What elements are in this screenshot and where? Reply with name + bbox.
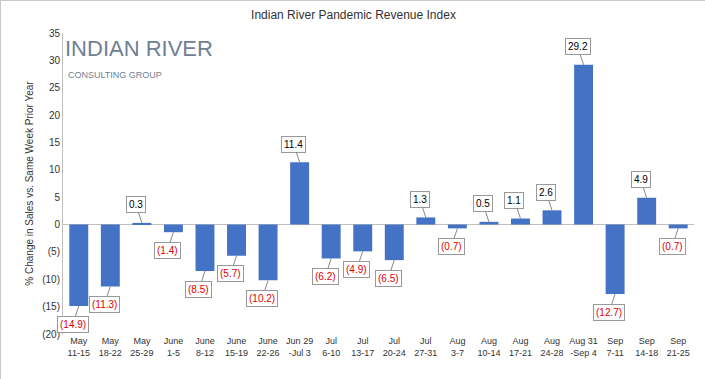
svg-text:(20): (20) <box>42 329 60 340</box>
svg-text:May11-15: May11-15 <box>68 336 90 358</box>
svg-text:Jul6-10: Jul6-10 <box>322 336 340 358</box>
svg-text:Indian River Pandemic Revenue: Indian River Pandemic Revenue Index <box>251 8 456 22</box>
svg-text:25: 25 <box>49 82 61 93</box>
svg-text:Sep7-11: Sep7-11 <box>606 336 623 358</box>
svg-text:Jul27-31: Jul27-31 <box>414 336 437 358</box>
svg-text:June1-5: June1-5 <box>164 336 184 358</box>
svg-text:1.1: 1.1 <box>507 195 521 206</box>
svg-text:(15): (15) <box>42 301 60 312</box>
svg-text:1.3: 1.3 <box>413 194 427 205</box>
svg-text:May18-22: May18-22 <box>99 336 122 358</box>
svg-text:(6.5): (6.5) <box>378 273 399 284</box>
svg-text:(5.7): (5.7) <box>220 268 241 279</box>
svg-text:Sep14-18: Sep14-18 <box>635 336 658 358</box>
svg-text:CONSULTING GROUP: CONSULTING GROUP <box>68 70 162 80</box>
svg-text:20: 20 <box>49 110 61 121</box>
svg-text:Aug17-21: Aug17-21 <box>509 336 532 358</box>
svg-text:June22-26: June22-26 <box>257 336 280 358</box>
svg-text:0.5: 0.5 <box>476 198 490 209</box>
svg-text:(10): (10) <box>42 274 60 285</box>
svg-text:Aug3-7: Aug3-7 <box>449 336 465 358</box>
svg-text:10: 10 <box>49 164 61 175</box>
svg-text:(1.4): (1.4) <box>157 245 178 256</box>
svg-text:Sep21-25: Sep21-25 <box>667 336 690 358</box>
svg-text:Aug24-28: Aug24-28 <box>541 336 564 358</box>
svg-text:Jun 29-Jul 3: Jun 29-Jul 3 <box>286 336 313 358</box>
svg-text:(6.2): (6.2) <box>315 271 336 282</box>
svg-text:Aug10-14: Aug10-14 <box>477 336 500 358</box>
svg-text:4.9: 4.9 <box>634 174 648 185</box>
svg-text:Jul20-24: Jul20-24 <box>383 336 406 358</box>
svg-text:(12.7): (12.7) <box>596 307 622 318</box>
svg-text:15: 15 <box>49 137 61 148</box>
svg-text:35: 35 <box>49 28 61 39</box>
svg-text:(4.9): (4.9) <box>346 264 367 275</box>
svg-text:June8-12: June8-12 <box>195 336 215 358</box>
svg-text:(5): (5) <box>48 246 60 257</box>
svg-text:May25-29: May25-29 <box>130 336 153 358</box>
svg-text:(14.9): (14.9) <box>60 319 86 330</box>
svg-text:June15-19: June15-19 <box>225 336 248 358</box>
svg-text:Jul13-17: Jul13-17 <box>351 336 374 358</box>
svg-text:0.3: 0.3 <box>129 199 143 210</box>
svg-text:(10.2): (10.2) <box>249 293 275 304</box>
svg-text:29.2: 29.2 <box>568 41 588 52</box>
svg-text:0: 0 <box>54 219 60 230</box>
svg-text:5: 5 <box>54 192 60 203</box>
svg-text:INDIAN RIVER: INDIAN RIVER <box>65 36 213 61</box>
svg-text:(0.7): (0.7) <box>662 241 683 252</box>
svg-text:% Change in Sales vs. Same Wee: % Change in Sales vs. Same Week Prior Ye… <box>24 81 35 286</box>
svg-text:(0.7): (0.7) <box>441 241 462 252</box>
svg-text:(8.5): (8.5) <box>188 284 209 295</box>
svg-text:2.6: 2.6 <box>539 187 553 198</box>
svg-text:(11.3): (11.3) <box>92 299 117 310</box>
svg-text:11.4: 11.4 <box>284 139 303 150</box>
svg-text:30: 30 <box>49 55 61 66</box>
svg-text:Aug 31-Sep 4: Aug 31-Sep 4 <box>569 336 598 358</box>
